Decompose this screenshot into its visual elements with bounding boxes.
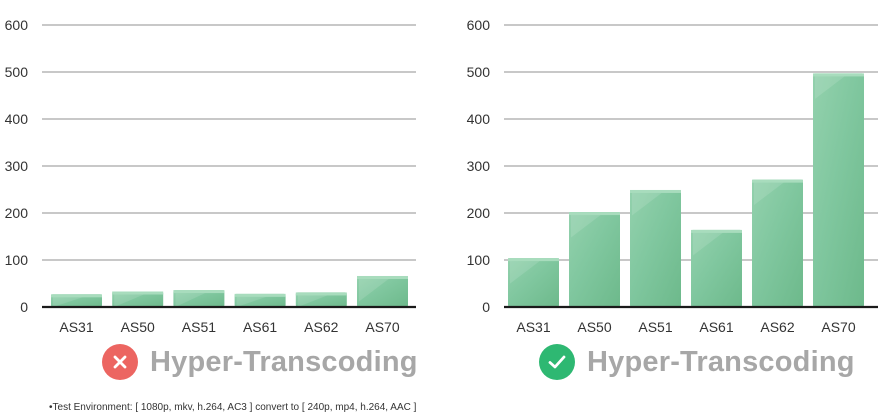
bar-fill (691, 229, 742, 307)
bar-as70 (813, 73, 864, 307)
test-environment-footnote: •Test Environment: [ 1080p, mkv, h.264, … (49, 402, 417, 413)
bar-top-highlight (691, 229, 742, 233)
x-tick-label: AS70 (365, 319, 399, 335)
x-tick-label: AS31 (59, 319, 93, 335)
bar-top-highlight (569, 212, 620, 216)
y-tick-label: 0 (20, 299, 28, 315)
bar-fill (752, 179, 803, 307)
chart-without-hyper-transcoding: 0 100 200 300 400 500 600 AS31 AS50 AS51 AS61 AS62 A… (5, 17, 416, 335)
bar-as51 (630, 189, 681, 307)
caption-label: Hyper-Transcoding (150, 345, 418, 378)
caption-with-hyper-transcoding: Hyper-Transcoding (539, 344, 855, 380)
bar-gloss (815, 76, 845, 99)
bar-gloss (53, 297, 83, 307)
bar-gloss (571, 215, 601, 238)
bar-as61 (691, 229, 742, 307)
bar-fill (112, 291, 164, 307)
y-tick-label: 600 (467, 17, 491, 33)
bar-gloss (236, 296, 267, 307)
bar-fill (508, 258, 559, 307)
bar-gloss (754, 182, 784, 206)
bar-as70 (357, 275, 408, 307)
bar-as62 (752, 179, 803, 307)
y-tick-label: 400 (5, 111, 29, 127)
bar-fill (295, 292, 347, 307)
bar-as50 (569, 212, 620, 307)
y-tick-label: 300 (467, 158, 491, 174)
bar-as61 (234, 293, 286, 307)
bar-fill (51, 294, 102, 307)
bar-gloss (297, 295, 328, 307)
y-tick-label: 500 (467, 64, 491, 80)
y-tick-label: 600 (5, 17, 29, 33)
bar-fill (569, 212, 620, 307)
y-tick-label: 500 (5, 64, 29, 80)
bar-gloss (175, 293, 206, 307)
caption-without-hyper-transcoding: Hyper-Transcoding (102, 344, 418, 380)
x-tick-label: AS50 (121, 319, 155, 335)
x-tick-label: AS61 (699, 319, 733, 335)
y-tick-label: 200 (467, 205, 491, 221)
bar-top-highlight (295, 292, 347, 296)
bar-fill (234, 293, 286, 307)
bar-as62 (295, 292, 347, 307)
bar-as50 (112, 291, 164, 307)
bar-fill (813, 73, 864, 307)
bar-fill (173, 290, 225, 307)
bar-gloss (632, 192, 662, 216)
bar-top-highlight (630, 189, 681, 193)
bar-top-highlight (112, 291, 164, 295)
bar-as51 (173, 290, 225, 307)
x-tick-label: AS50 (577, 319, 611, 335)
y-tick-label: 100 (5, 252, 29, 268)
bar-gloss (359, 278, 389, 302)
y-tick-label: 200 (5, 205, 29, 221)
bar-as31 (508, 258, 559, 307)
x-tick-label: AS62 (304, 319, 338, 335)
bar-gloss (114, 294, 144, 307)
bar-top-highlight (813, 73, 864, 77)
y-tick-label: 400 (467, 111, 491, 127)
x-tick-label: AS31 (516, 319, 550, 335)
bar-fill (630, 189, 681, 307)
caption-label: Hyper-Transcoding (587, 345, 855, 378)
bar-top-highlight (357, 275, 408, 279)
y-tick-label: 100 (467, 252, 491, 268)
x-tick-label: AS51 (182, 319, 216, 335)
bar-gloss (510, 261, 540, 284)
bar-top-highlight (173, 290, 225, 294)
y-tick-label: 300 (5, 158, 29, 174)
bar-top-highlight (508, 258, 559, 262)
bar-top-highlight (234, 293, 286, 297)
chart-with-hyper-transcoding: 0 100 200 300 400 500 600 AS31 AS50 AS51 AS61 AS62 A… (467, 17, 878, 335)
bar-gloss (693, 232, 723, 256)
bar-top-highlight (51, 294, 102, 298)
x-tick-label: AS70 (821, 319, 855, 335)
y-tick-label: 0 (482, 299, 490, 315)
close-icon (102, 344, 138, 380)
x-tick-label: AS51 (638, 319, 672, 335)
check-icon (539, 344, 575, 380)
x-tick-label: AS61 (243, 319, 277, 335)
bar-as31 (51, 294, 102, 307)
x-tick-label: AS62 (760, 319, 794, 335)
bar-fill (357, 275, 408, 307)
bar-top-highlight (752, 179, 803, 183)
